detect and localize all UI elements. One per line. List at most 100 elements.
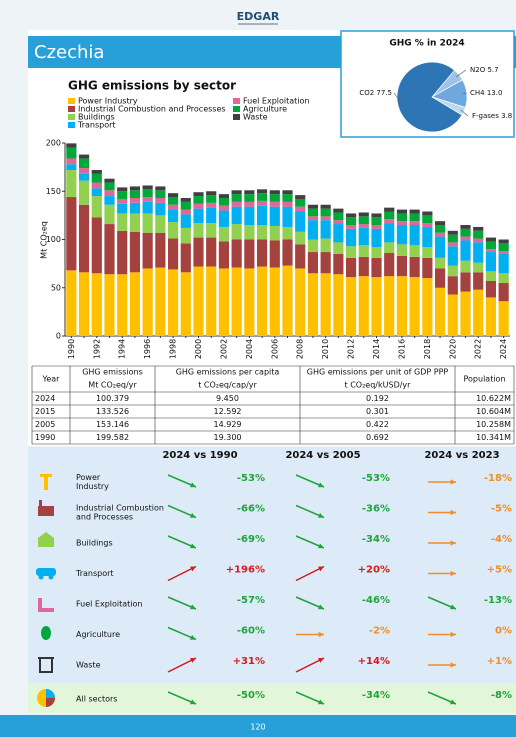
legend-swatch bbox=[68, 114, 75, 120]
sector-name: Fuel Exploitation bbox=[76, 600, 143, 609]
x-tick-label: 2008 bbox=[296, 339, 305, 359]
bar-segment bbox=[333, 274, 344, 336]
trend-arrow-head bbox=[318, 512, 324, 518]
bar-segment bbox=[320, 252, 331, 274]
change-value: -13% bbox=[484, 595, 512, 606]
x-tick-label: 2004 bbox=[245, 339, 254, 359]
trend-arrow-head bbox=[450, 479, 456, 485]
pie-label: F-gases 3.8 bbox=[472, 112, 512, 120]
bar-segment bbox=[193, 208, 204, 224]
bar-segment bbox=[231, 239, 242, 268]
bar-segment bbox=[358, 245, 369, 257]
bar-segment bbox=[422, 215, 433, 224]
bar-segment bbox=[66, 147, 77, 159]
leader-line bbox=[393, 92, 402, 103]
bar-segment bbox=[129, 202, 141, 214]
bar-segment bbox=[345, 217, 357, 226]
bar-segment bbox=[358, 224, 369, 228]
bar-segment bbox=[167, 209, 179, 223]
bar-segment bbox=[345, 257, 357, 278]
change-value: -69% bbox=[237, 534, 265, 545]
trend-arrow-head bbox=[318, 631, 324, 638]
change-value: +20% bbox=[358, 565, 390, 576]
bar-segment bbox=[409, 209, 420, 214]
bar-segment bbox=[422, 257, 433, 279]
table-cell: 9.450 bbox=[216, 394, 239, 403]
bar-segment bbox=[447, 234, 458, 243]
bar-segment bbox=[307, 252, 319, 274]
changes-header: 2024 vs 2005 bbox=[285, 450, 360, 461]
bar-segment bbox=[396, 221, 408, 226]
change-value: -4% bbox=[491, 534, 512, 545]
bar-segment bbox=[167, 238, 179, 270]
pie-label: N2O 5.7 bbox=[470, 66, 499, 74]
bar-segment bbox=[66, 164, 77, 171]
bar-segment bbox=[193, 192, 204, 197]
leader-line bbox=[463, 92, 467, 94]
bar-segment bbox=[117, 198, 128, 204]
bar-segment bbox=[155, 267, 166, 336]
y-tick-label: 50 bbox=[51, 283, 61, 292]
table-cell: 133.526 bbox=[96, 407, 129, 416]
bar-segment bbox=[295, 195, 306, 199]
bar-segment bbox=[473, 242, 484, 263]
legend-label: Transport bbox=[77, 121, 116, 130]
x-tick-label: 2014 bbox=[372, 339, 381, 359]
bar-segment bbox=[384, 219, 395, 224]
bar-segment bbox=[485, 252, 497, 272]
bar-segment bbox=[320, 208, 331, 217]
bar-segment bbox=[142, 232, 153, 269]
bar-segment bbox=[78, 180, 90, 205]
bar-segment bbox=[384, 253, 395, 277]
bar-segment bbox=[371, 228, 382, 248]
icon-buildings bbox=[38, 532, 54, 547]
bar-segment bbox=[295, 244, 306, 269]
bar-segment bbox=[142, 197, 153, 202]
bar-segment bbox=[117, 187, 128, 192]
bar-segment bbox=[244, 268, 255, 336]
pie-label-value: 5.7 bbox=[487, 66, 498, 74]
x-tick-label: 2016 bbox=[397, 339, 406, 359]
sector-name: All sectors bbox=[76, 695, 117, 704]
leader-line bbox=[460, 109, 469, 117]
y-tick-label: 150 bbox=[46, 187, 61, 196]
bar-segment bbox=[167, 269, 179, 336]
bar-segment bbox=[104, 204, 115, 225]
change-value: -2% bbox=[369, 626, 390, 637]
bar-segment bbox=[320, 238, 331, 253]
bar-segment bbox=[142, 213, 153, 233]
bar-segment bbox=[333, 220, 344, 225]
bar-segment bbox=[104, 190, 115, 197]
trend-arrow-head bbox=[318, 604, 324, 610]
bar-segment bbox=[460, 225, 471, 229]
bar-segment bbox=[307, 216, 319, 221]
table-cell: 153.146 bbox=[96, 420, 129, 429]
bar-segment bbox=[269, 201, 280, 207]
bar-segment bbox=[485, 271, 497, 281]
bar-segment bbox=[447, 265, 458, 277]
bar-segment bbox=[180, 209, 191, 215]
bar-segment bbox=[244, 190, 255, 195]
bar-segment bbox=[117, 213, 128, 231]
bar-segment bbox=[193, 237, 204, 267]
table-header: Mt CO₂eq/yr bbox=[88, 381, 137, 390]
table-cell: 10.258M bbox=[476, 420, 511, 429]
bar-segment bbox=[91, 170, 102, 174]
bar-segment bbox=[206, 195, 217, 203]
bar-segment bbox=[167, 204, 179, 210]
trend-arrow-head bbox=[318, 482, 324, 488]
table-cell: 10.622M bbox=[476, 394, 511, 403]
sector-name: Power bbox=[76, 473, 101, 482]
changes-background bbox=[28, 447, 516, 713]
bar-segment bbox=[269, 190, 280, 195]
bar-segment bbox=[206, 207, 217, 224]
bar-segment bbox=[409, 221, 420, 226]
legend-label: Fuel Exploitation bbox=[243, 97, 310, 106]
bar-segment bbox=[91, 173, 102, 183]
table-cell: 1990 bbox=[35, 433, 55, 442]
bar-segment bbox=[104, 182, 115, 191]
legend-label: Power Industry bbox=[78, 97, 138, 106]
bar-segment bbox=[498, 253, 509, 274]
change-value: 0% bbox=[495, 626, 512, 637]
